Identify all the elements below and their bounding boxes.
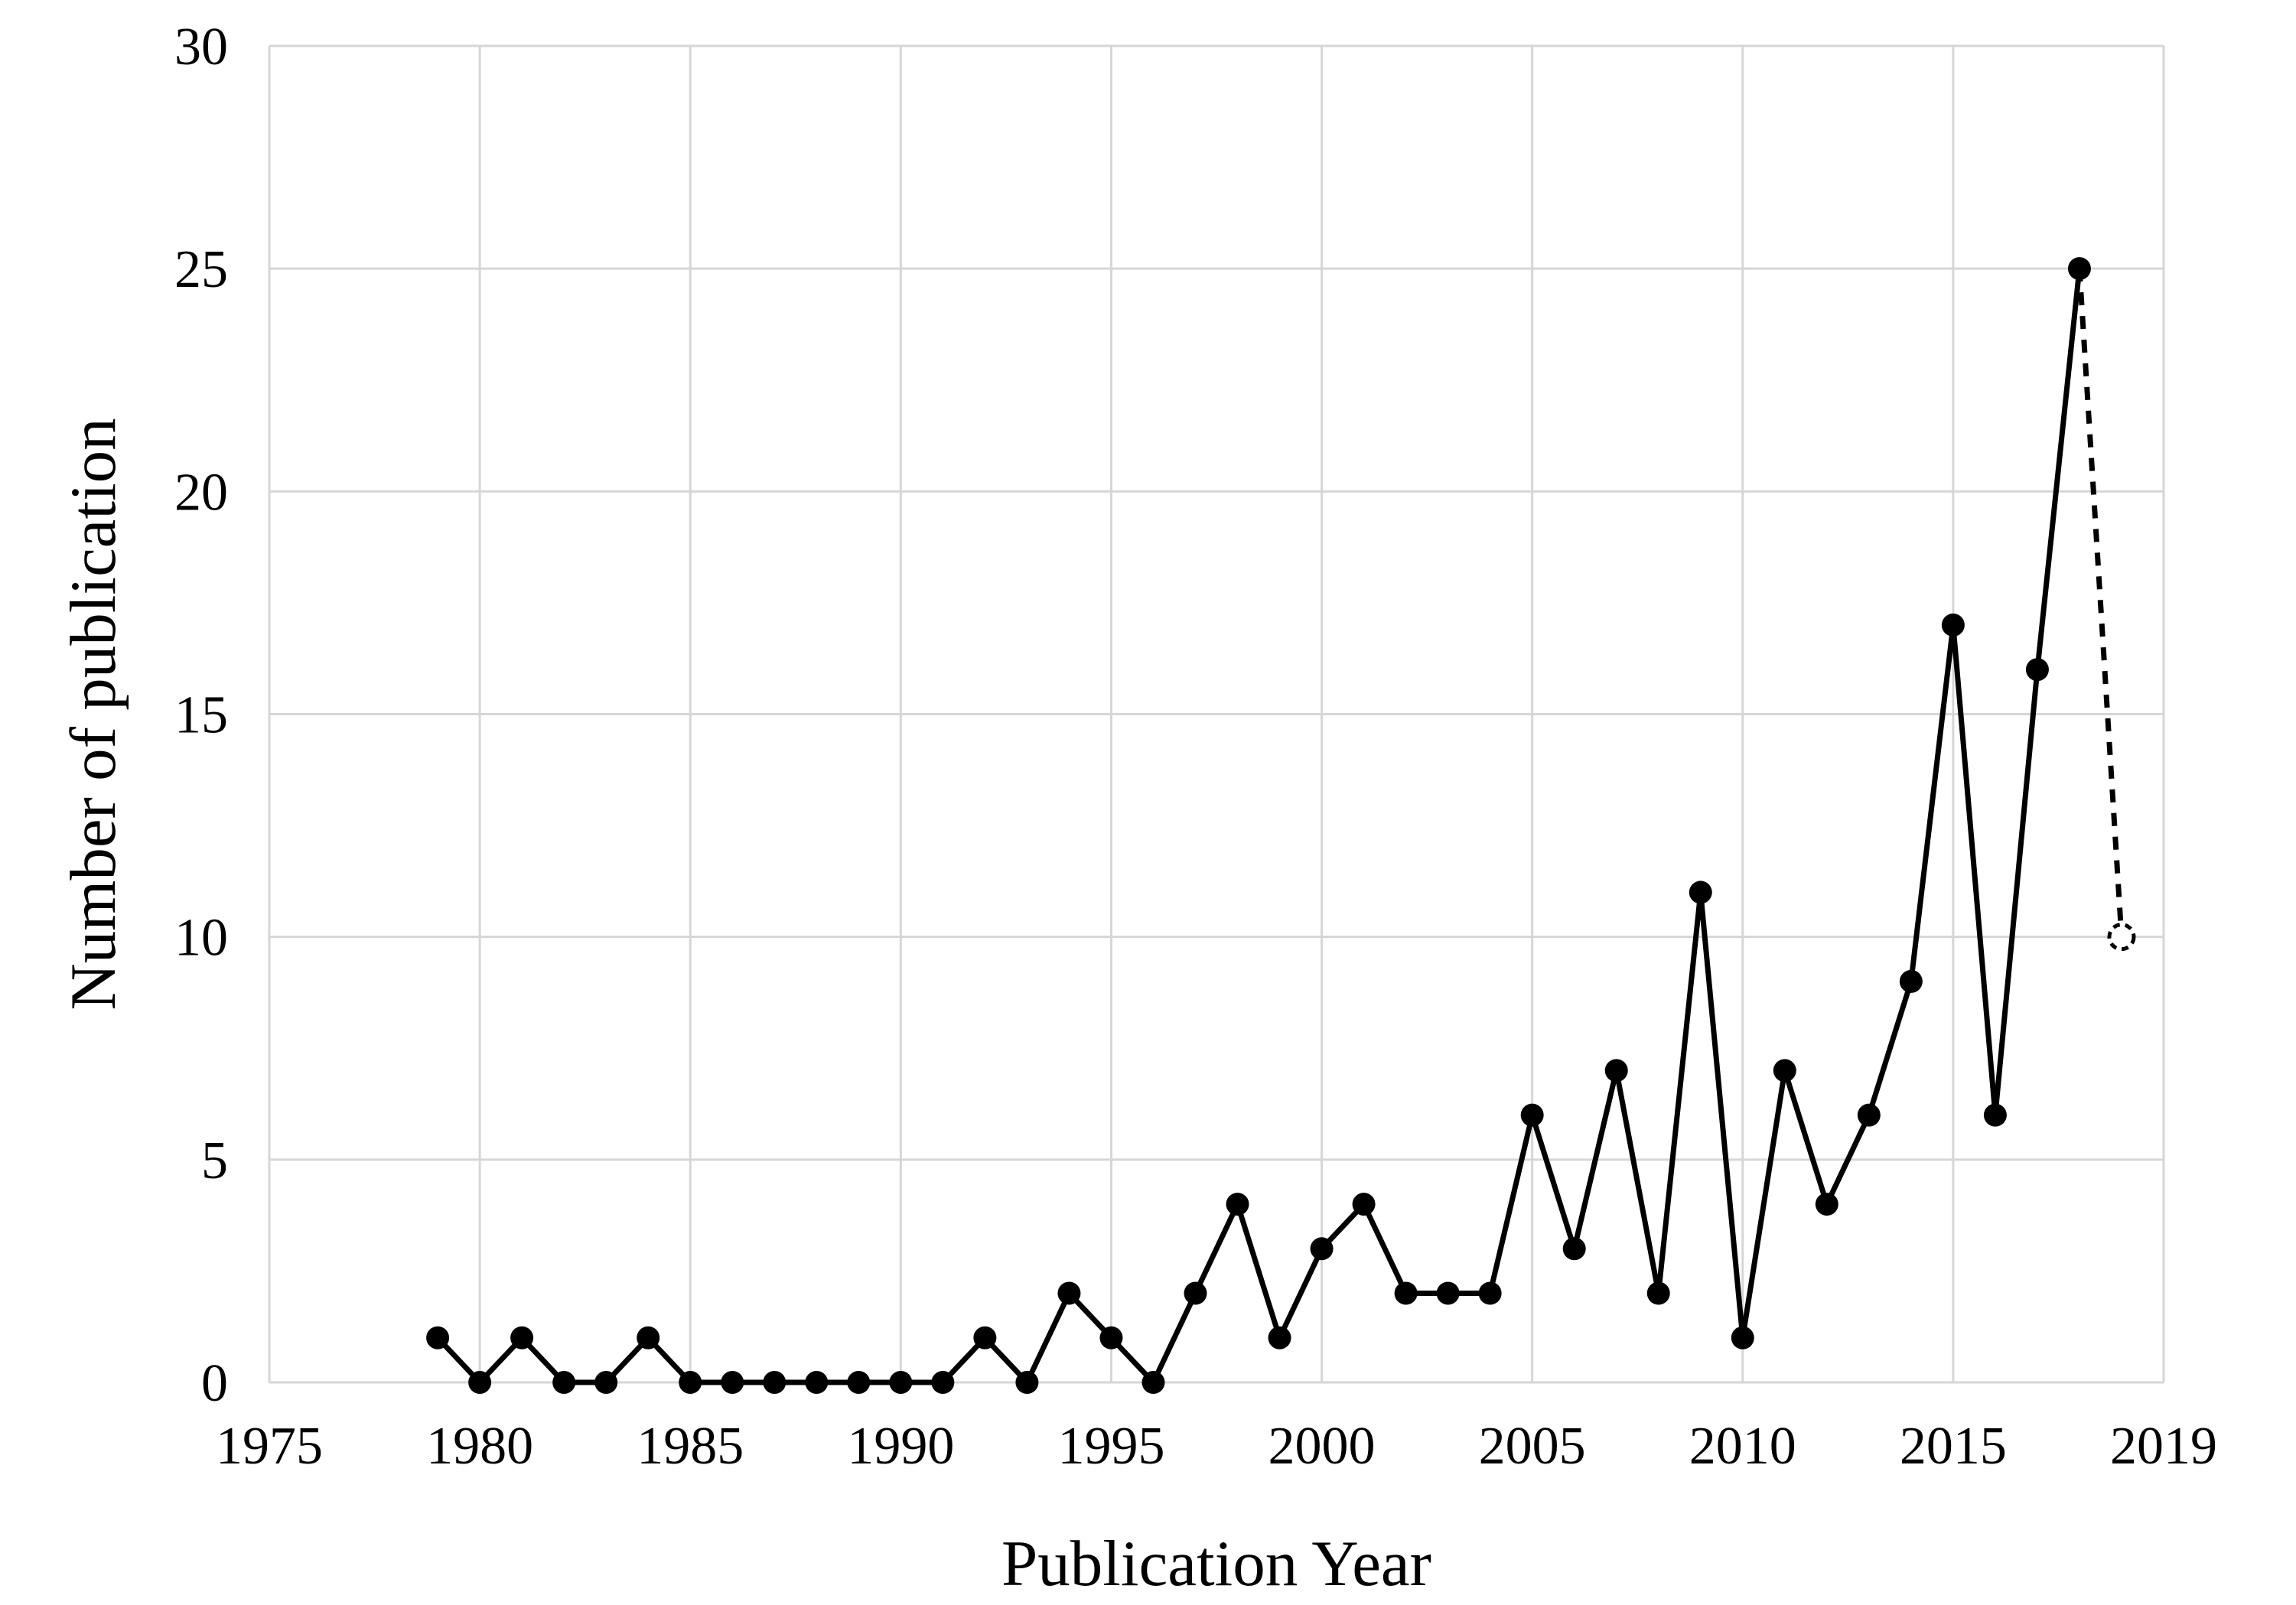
y-tick-label: 15 bbox=[174, 686, 228, 745]
x-axis-title: Publication Year bbox=[1001, 1528, 1431, 1600]
marker-layer bbox=[426, 257, 2136, 1394]
data-point bbox=[1436, 1281, 1460, 1305]
y-tick-label: 5 bbox=[201, 1131, 228, 1190]
x-tick-label: 1975 bbox=[216, 1417, 323, 1476]
data-point bbox=[594, 1371, 618, 1394]
tick-labels: 0 5 10 15 20 25 30 1975 1980 1985 1990 1995 2000 2005… bbox=[174, 18, 2217, 1476]
x-tick-label: 2015 bbox=[1900, 1417, 2007, 1476]
data-point bbox=[468, 1371, 492, 1394]
data-point bbox=[1899, 969, 1923, 993]
data-point bbox=[1983, 1103, 2007, 1127]
x-tick-label: 2019 bbox=[2110, 1417, 2217, 1476]
data-point bbox=[2067, 257, 2091, 281]
data-point bbox=[679, 1371, 702, 1394]
data-point bbox=[510, 1326, 534, 1349]
y-tick-label: 25 bbox=[174, 240, 228, 299]
data-point bbox=[1099, 1326, 1123, 1349]
projected-open-marker bbox=[2107, 923, 2136, 952]
y-tick-label: 20 bbox=[174, 463, 228, 522]
data-point bbox=[1057, 1281, 1081, 1305]
data-point bbox=[1520, 1103, 1544, 1127]
data-point bbox=[1352, 1193, 1376, 1216]
data-point bbox=[1689, 881, 1712, 904]
data-line bbox=[435, 265, 2083, 1385]
y-tick-label: 30 bbox=[174, 18, 228, 77]
data-point bbox=[1562, 1237, 1586, 1261]
data-point bbox=[931, 1371, 955, 1394]
data-point bbox=[1141, 1371, 1165, 1394]
data-point bbox=[637, 1326, 660, 1349]
x-tick-label: 1980 bbox=[426, 1417, 533, 1476]
data-point bbox=[721, 1371, 744, 1394]
data-point bbox=[1478, 1281, 1502, 1305]
data-point bbox=[1773, 1059, 1796, 1082]
x-tick-label: 2010 bbox=[1689, 1417, 1796, 1476]
series-layer bbox=[435, 265, 2125, 1385]
y-tick-label: 0 bbox=[201, 1354, 228, 1413]
data-point bbox=[1184, 1281, 1207, 1305]
gridlines bbox=[268, 44, 2165, 1384]
x-tick-label: 2000 bbox=[1268, 1417, 1376, 1476]
data-point bbox=[1604, 1059, 1628, 1082]
data-point bbox=[1857, 1103, 1881, 1127]
data-point bbox=[1646, 1281, 1670, 1305]
data-point bbox=[1941, 614, 1965, 637]
projected-dashed-line bbox=[2076, 268, 2125, 937]
data-point bbox=[1815, 1193, 1838, 1216]
data-point bbox=[1394, 1281, 1418, 1305]
data-point bbox=[552, 1371, 576, 1394]
data-point bbox=[889, 1371, 913, 1394]
data-point bbox=[1268, 1326, 1291, 1349]
x-tick-label: 2005 bbox=[1479, 1417, 1586, 1476]
x-tick-label: 1985 bbox=[637, 1417, 744, 1476]
data-point bbox=[2025, 658, 2049, 682]
data-point bbox=[763, 1371, 787, 1394]
x-tick-label: 1995 bbox=[1057, 1417, 1164, 1476]
data-point bbox=[1310, 1237, 1334, 1261]
data-point bbox=[1015, 1371, 1039, 1394]
data-point bbox=[426, 1326, 450, 1349]
data-point bbox=[847, 1371, 871, 1394]
data-point bbox=[805, 1371, 829, 1394]
data-point bbox=[973, 1326, 997, 1349]
y-axis-title: Number of publication bbox=[57, 418, 129, 1010]
y-tick-label: 10 bbox=[174, 909, 228, 968]
data-point bbox=[1731, 1326, 1754, 1349]
data-point bbox=[1226, 1193, 1249, 1216]
x-tick-label: 1990 bbox=[847, 1417, 954, 1476]
